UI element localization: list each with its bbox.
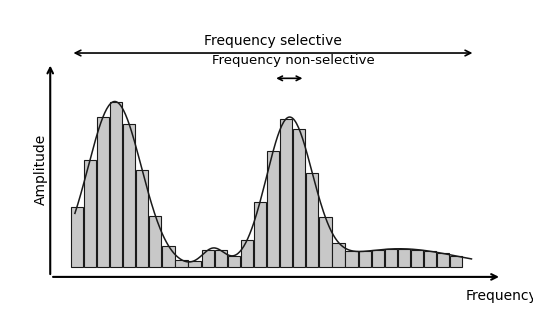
Bar — [201, 250, 214, 267]
Bar — [97, 117, 109, 267]
Bar — [241, 241, 253, 267]
Bar — [411, 250, 423, 267]
Bar — [385, 249, 397, 267]
Bar — [280, 119, 292, 267]
Text: Frequency selective: Frequency selective — [204, 34, 342, 48]
Bar — [228, 256, 240, 267]
Bar — [437, 253, 449, 267]
Bar — [450, 256, 463, 267]
Bar — [110, 102, 122, 267]
Bar — [267, 151, 279, 267]
Bar — [319, 217, 332, 267]
Bar — [345, 251, 358, 267]
Bar — [424, 251, 436, 267]
Bar — [149, 216, 161, 267]
Bar — [372, 250, 384, 267]
Bar — [333, 242, 345, 267]
Text: Frequency: Frequency — [466, 289, 533, 303]
Bar — [71, 207, 83, 267]
Bar — [293, 129, 305, 267]
Bar — [306, 173, 319, 267]
Text: Amplitude: Amplitude — [34, 134, 48, 206]
Bar — [84, 160, 96, 267]
Bar — [215, 251, 227, 267]
Bar — [175, 260, 188, 267]
Bar — [123, 124, 135, 267]
Bar — [254, 202, 266, 267]
Bar — [136, 170, 148, 267]
Bar — [398, 249, 410, 267]
Bar — [162, 246, 174, 267]
Bar — [359, 251, 371, 267]
Text: Frequency non-selective: Frequency non-selective — [212, 54, 375, 67]
Bar — [189, 261, 201, 267]
